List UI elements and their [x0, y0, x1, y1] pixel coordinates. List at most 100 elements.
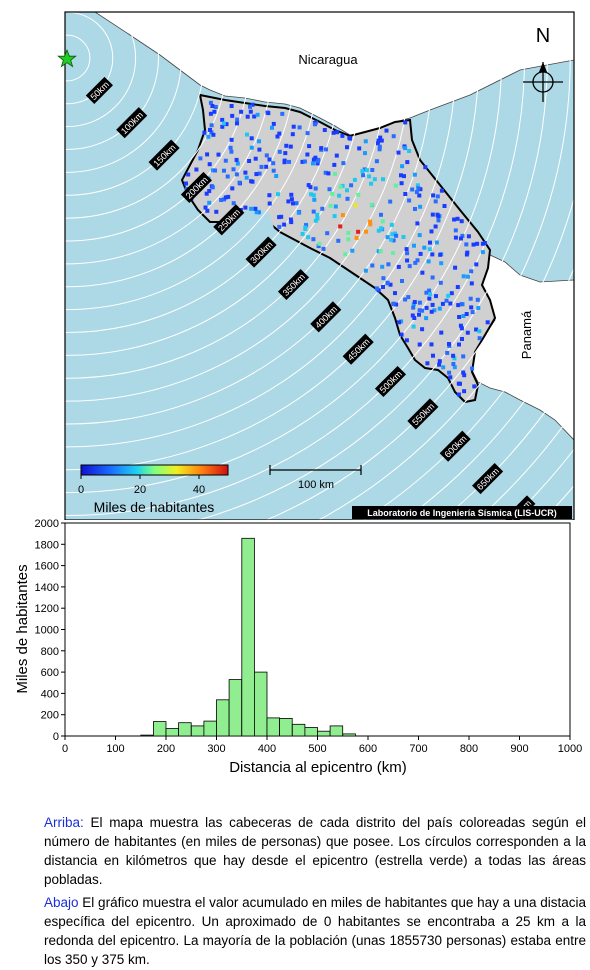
distance-ring — [65, 12, 137, 128]
district-marker — [235, 161, 240, 166]
district-marker — [288, 217, 293, 222]
district-marker — [401, 235, 406, 239]
district-marker — [323, 170, 328, 175]
district-marker — [402, 174, 406, 179]
district-marker — [417, 342, 422, 347]
district-marker — [411, 305, 416, 310]
district-marker — [245, 132, 249, 137]
district-marker — [327, 187, 332, 192]
district-marker — [376, 138, 381, 143]
district-marker — [386, 262, 391, 267]
district-marker — [223, 195, 228, 200]
district-marker — [224, 122, 229, 127]
district-marker — [220, 124, 225, 129]
histogram-bar — [329, 725, 344, 737]
district-marker — [459, 326, 464, 331]
district-marker — [235, 117, 240, 122]
district-marker — [412, 300, 417, 304]
district-marker — [407, 264, 412, 269]
district-marker — [459, 302, 464, 307]
district-marker — [252, 114, 257, 119]
y-tick-label: 800 — [41, 646, 59, 658]
district-marker — [338, 224, 343, 229]
district-marker — [250, 102, 255, 107]
district-marker — [427, 247, 432, 252]
district-marker — [451, 362, 456, 366]
district-marker — [465, 274, 470, 279]
distance-ring — [65, 12, 480, 471]
y-tick-label: 400 — [41, 688, 59, 700]
district-marker — [286, 199, 291, 204]
district-marker — [254, 172, 259, 177]
caption-top-lead: Arriba: — [44, 815, 84, 830]
district-marker — [231, 167, 236, 172]
scale-label: 100 km — [298, 479, 334, 491]
district-marker — [313, 186, 318, 191]
nicaragua-label: Nicaragua — [298, 52, 358, 67]
district-marker — [394, 233, 399, 238]
district-marker — [418, 251, 423, 256]
district-marker — [249, 145, 254, 150]
north-label: N — [536, 25, 550, 47]
district-marker — [208, 111, 213, 116]
district-marker — [275, 134, 280, 139]
district-marker — [338, 184, 343, 189]
x-tick-label: 800 — [460, 743, 478, 755]
district-marker — [447, 370, 452, 375]
district-marker — [422, 245, 427, 250]
district-marker — [253, 156, 258, 161]
district-marker — [367, 174, 372, 179]
district-marker — [440, 301, 445, 306]
district-marker — [356, 229, 361, 234]
district-marker — [341, 161, 346, 166]
district-marker — [205, 152, 210, 157]
district-marker — [311, 193, 316, 198]
district-marker — [452, 217, 457, 222]
district-marker — [445, 350, 450, 355]
district-marker — [403, 120, 408, 125]
district-marker — [243, 170, 248, 175]
district-marker — [235, 121, 239, 126]
histogram-bar — [241, 537, 255, 737]
district-marker — [264, 164, 269, 169]
district-marker — [399, 332, 404, 337]
district-marker — [385, 235, 390, 240]
district-marker — [346, 230, 351, 235]
district-marker — [277, 224, 282, 229]
district-marker — [391, 301, 396, 306]
district-marker — [437, 306, 442, 311]
district-marker — [237, 180, 242, 185]
nicaragua-land — [94, 12, 574, 136]
plot-frame — [64, 522, 571, 737]
district-marker — [452, 356, 457, 361]
district-marker — [332, 214, 337, 219]
district-marker — [249, 179, 254, 184]
district-marker — [416, 186, 421, 191]
district-marker — [370, 168, 375, 172]
district-marker — [254, 210, 259, 215]
y-tick-label: 1800 — [35, 539, 59, 551]
district-marker — [417, 308, 422, 313]
district-marker — [312, 197, 317, 202]
district-marker — [434, 240, 439, 245]
district-marker — [391, 251, 395, 255]
y-tick-label: 1000 — [35, 625, 59, 637]
district-marker — [369, 202, 374, 207]
district-marker — [379, 138, 384, 143]
district-marker — [368, 222, 373, 227]
district-marker — [210, 104, 215, 108]
district-marker — [393, 291, 397, 296]
district-marker — [308, 185, 313, 190]
district-marker — [428, 240, 432, 245]
district-marker — [210, 185, 215, 190]
district-marker — [249, 136, 254, 141]
district-marker — [337, 193, 342, 198]
district-marker — [434, 294, 438, 299]
epicenter-map: 50km100km150km200km250km300km350km400km4… — [57, 11, 575, 520]
district-marker — [447, 342, 451, 346]
district-marker — [452, 365, 457, 370]
scale-bar: 100 km — [269, 465, 362, 491]
district-marker — [222, 168, 226, 173]
district-marker — [380, 219, 385, 224]
district-marker — [186, 172, 191, 177]
